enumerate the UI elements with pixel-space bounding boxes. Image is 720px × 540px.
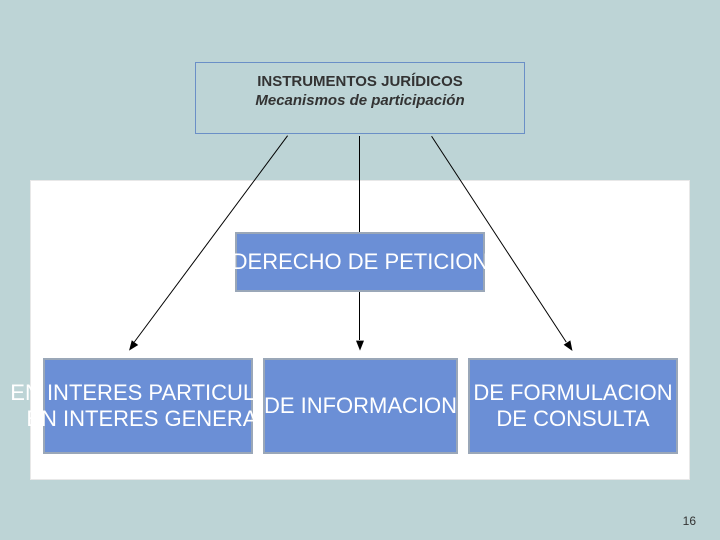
node-text-line: DE CONSULTA xyxy=(496,406,649,432)
header-subtitle: Mecanismos de participación xyxy=(212,92,508,109)
page-number: 16 xyxy=(683,514,696,528)
node-derecho-de-peticion: DERECHO DE PETICION xyxy=(235,232,485,292)
node-text-line: DE FORMULACION xyxy=(473,380,672,406)
node-left: EN INTERES PARTICULAREN INTERES GENERAL xyxy=(43,358,253,454)
node-right: DE FORMULACIONDE CONSULTA xyxy=(468,358,678,454)
node-center: DE INFORMACION xyxy=(263,358,458,454)
node-text-line: EN INTERES GENERAL xyxy=(26,406,269,432)
header-title: INSTRUMENTOS JURÍDICOS xyxy=(212,73,508,90)
node-text-line: EN INTERES PARTICULAR xyxy=(10,380,285,406)
header-box: INSTRUMENTOS JURÍDICOS Mecanismos de par… xyxy=(195,62,525,134)
node-text-line: DERECHO DE PETICION xyxy=(232,249,489,275)
node-text-line: DE INFORMACION xyxy=(264,393,457,419)
arrow-head xyxy=(356,341,364,351)
